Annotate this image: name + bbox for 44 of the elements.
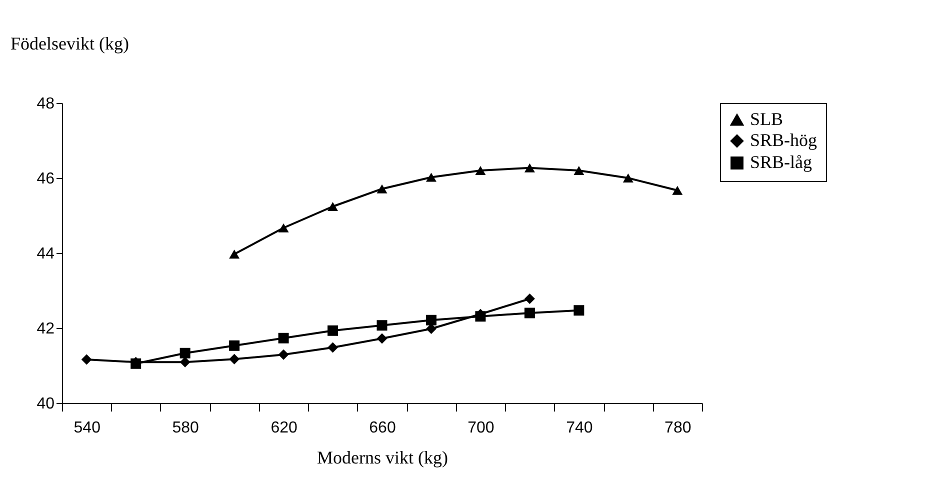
point — [229, 250, 240, 259]
point — [574, 305, 584, 316]
point — [524, 294, 535, 304]
point — [475, 166, 486, 176]
point — [278, 223, 289, 232]
y-axis-title: Födelsevikt (kg) — [10, 34, 129, 54]
x-tick-label: 700 — [468, 420, 494, 436]
x-tick-label: 660 — [369, 420, 396, 436]
point — [278, 349, 289, 360]
point — [426, 172, 436, 182]
point — [524, 308, 535, 318]
point — [180, 356, 190, 368]
legend-label: SLB — [750, 109, 784, 129]
x-tick-label: 540 — [74, 420, 101, 436]
x-tick-label: 780 — [664, 420, 692, 436]
point — [672, 186, 683, 195]
legend-label: SRB-hög — [750, 130, 818, 150]
x-axis-title: Moderns vikt (kg) — [317, 448, 448, 468]
point — [574, 166, 584, 176]
point — [376, 184, 388, 194]
y-tick-label: 42 — [36, 320, 55, 338]
point — [180, 348, 190, 358]
point — [229, 340, 240, 351]
point — [622, 173, 634, 183]
x-tick-label: 740 — [566, 420, 593, 436]
x-tick-label: 620 — [270, 420, 298, 436]
point — [328, 342, 338, 353]
point — [426, 314, 436, 326]
point — [376, 333, 388, 344]
point — [81, 354, 92, 365]
point — [475, 311, 486, 322]
y-tick-label: 40 — [36, 396, 55, 412]
y-tick-label: 46 — [36, 170, 55, 188]
y-tick-label: 48 — [36, 96, 55, 112]
x-tick-label: 580 — [172, 420, 200, 436]
point — [376, 320, 388, 331]
point — [328, 202, 338, 212]
point — [328, 325, 338, 336]
point — [524, 163, 535, 172]
point — [229, 354, 240, 364]
point — [426, 324, 436, 334]
y-tick-label: 44 — [36, 246, 55, 262]
point — [278, 332, 289, 344]
legend-label: SRB-låg — [750, 152, 812, 172]
